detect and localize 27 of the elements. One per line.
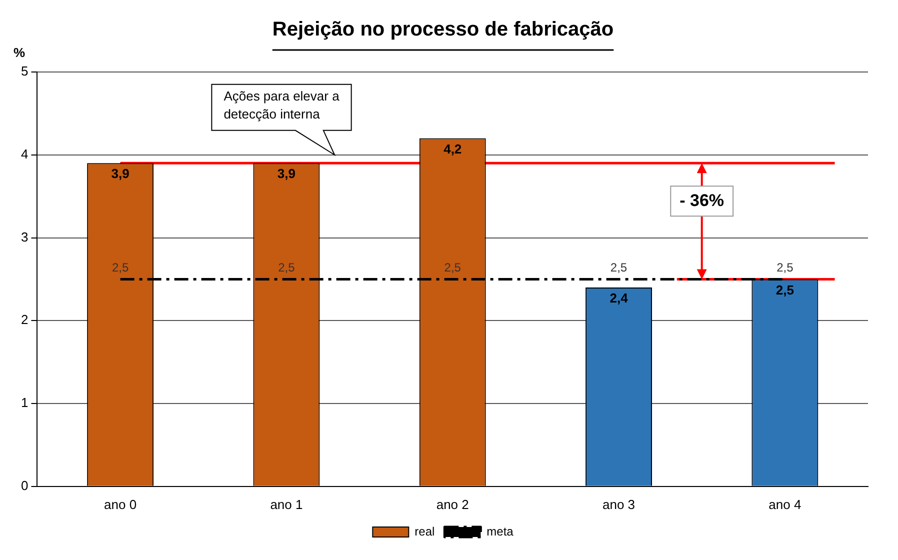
annotation: Ações para elevar a detecção interna xyxy=(224,88,340,122)
chart-title: Rejeição no processo de fabricação xyxy=(272,18,614,41)
y-tick-label: 2 xyxy=(20,312,28,328)
y-axis-title: % xyxy=(13,45,26,60)
x-tick-label: ano 0 xyxy=(104,496,137,512)
y-tick-label: 5 xyxy=(20,64,28,79)
data-label: 2,4 xyxy=(610,290,629,306)
y-tick-label: 0 xyxy=(20,478,28,493)
x-tick-label: ano 3 xyxy=(602,496,636,512)
data-label: 3,9 xyxy=(277,166,296,182)
data-label: 2,5 xyxy=(112,260,129,275)
y-tick-label: 4 xyxy=(20,146,28,162)
data-label: 4,2 xyxy=(444,141,462,156)
data-label: 2,5 xyxy=(444,260,462,275)
data-label: 3,9 xyxy=(111,166,130,182)
legend-label: real xyxy=(414,524,435,538)
annotation: - 36% xyxy=(680,190,724,210)
legend-label: meta xyxy=(486,524,514,538)
data-label: 2,5 xyxy=(278,260,296,275)
y-tick-label: 1 xyxy=(20,395,28,410)
x-tick-label: ano 2 xyxy=(436,496,469,512)
x-tick-label: ano 4 xyxy=(768,496,802,512)
y-tick-label: 3 xyxy=(20,229,28,244)
data-label: 2,5 xyxy=(776,282,794,298)
data-label: 2,5 xyxy=(610,260,628,275)
x-tick-label: ano 1 xyxy=(270,496,303,512)
data-label: 2,5 xyxy=(776,260,794,275)
